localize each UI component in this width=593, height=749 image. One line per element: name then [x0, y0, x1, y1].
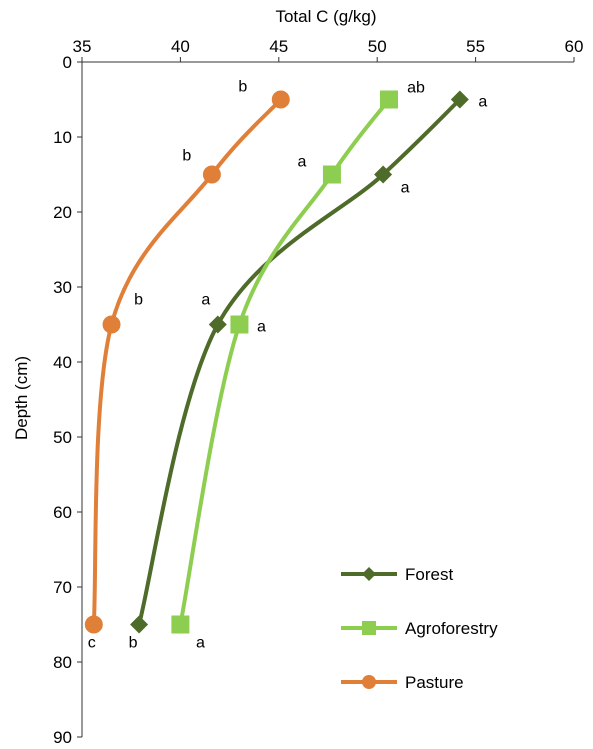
- significance-label: a: [201, 292, 210, 309]
- legend-marker: [362, 567, 376, 581]
- significance-label: a: [401, 180, 410, 197]
- y-tick-label: 20: [53, 203, 72, 222]
- series-line-agroforestry: [178, 97, 392, 627]
- significance-label: a: [257, 319, 266, 336]
- data-point-forest: [450, 90, 469, 109]
- axes: 35 40 45 50 55 60 0 10 20 30 40 50 60 70 80 90 Total C (…: [12, 7, 583, 747]
- legend: Forest Agroforestry Pasture: [341, 565, 498, 692]
- legend-item-pasture: Pasture: [341, 673, 464, 692]
- significance-label: b: [134, 292, 143, 309]
- x-tick-label: 40: [171, 37, 190, 56]
- y-tick-label: 90: [53, 728, 72, 747]
- y-tick-label: 50: [53, 428, 72, 447]
- y-tick-label: 30: [53, 278, 72, 297]
- x-tick-label: 45: [269, 37, 288, 56]
- y-tick-label: 80: [53, 653, 72, 672]
- x-tick-label: 55: [466, 37, 485, 56]
- x-tick-label: 60: [565, 37, 584, 56]
- y-tick-label: 0: [63, 53, 72, 72]
- data-point-forest: [208, 315, 227, 334]
- y-tick-label: 60: [53, 503, 72, 522]
- data-point-agroforestry: [171, 615, 190, 634]
- y-tick-label: 10: [53, 128, 72, 147]
- legend-label: Agroforestry: [405, 619, 498, 638]
- y-tick-label: 40: [53, 353, 72, 372]
- significance-label: b: [182, 148, 191, 165]
- x-axis-title: Total C (g/kg): [275, 7, 376, 26]
- x-tick-label: 50: [368, 37, 387, 56]
- data-point-agroforestry: [380, 90, 399, 109]
- legend-marker: [362, 621, 376, 635]
- significance-label: b: [129, 635, 138, 652]
- legend-label: Pasture: [405, 673, 464, 692]
- data-point-pasture: [202, 165, 221, 184]
- legend-item-forest: Forest: [341, 565, 453, 584]
- data-point-forest: [130, 615, 149, 634]
- y-axis-title: Depth (cm): [12, 356, 31, 440]
- legend-item-agroforestry: Agroforestry: [341, 619, 498, 638]
- legend-marker: [362, 675, 376, 689]
- significance-label: ab: [407, 80, 425, 97]
- series-line-forest: [137, 97, 462, 627]
- significance-label: a: [196, 635, 205, 652]
- data-point-forest: [374, 165, 393, 184]
- significance-label: c: [88, 635, 96, 652]
- data-point-pasture: [271, 90, 290, 109]
- data-point-agroforestry: [322, 165, 341, 184]
- x-tick-label: 35: [73, 37, 92, 56]
- legend-label: Forest: [405, 565, 453, 584]
- significance-label: a: [478, 94, 487, 111]
- y-tick-label: 70: [53, 578, 72, 597]
- data-point-pasture: [102, 315, 121, 334]
- significance-label: b: [238, 79, 247, 96]
- data-point-pasture: [84, 615, 103, 634]
- series-line-pasture: [91, 97, 283, 627]
- significance-label: a: [297, 154, 306, 171]
- data-point-agroforestry: [230, 315, 249, 334]
